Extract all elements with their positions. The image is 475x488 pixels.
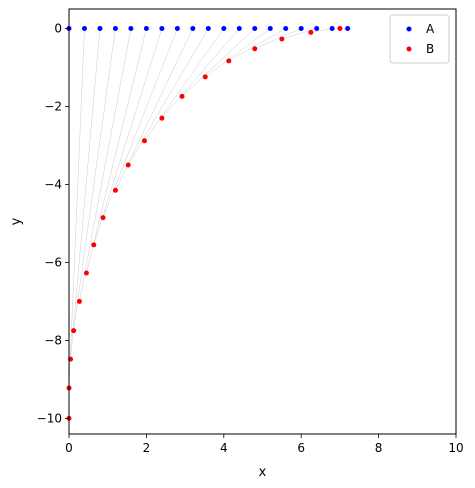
y-tick-label: 0 — [54, 21, 62, 35]
legend-label-b: B — [426, 42, 434, 56]
data-point-b — [141, 138, 147, 144]
connector-line — [86, 28, 147, 274]
connector-line — [68, 28, 85, 389]
data-point-a — [159, 25, 165, 31]
data-point-b — [159, 115, 165, 121]
data-point-a — [267, 25, 273, 31]
data-point-b — [125, 162, 131, 168]
connector-line — [181, 28, 255, 97]
connector-line — [161, 28, 240, 119]
connector-line — [228, 28, 286, 62]
connector-lines — [68, 28, 348, 419]
data-point-a — [252, 25, 258, 31]
legend-marker-a — [406, 26, 412, 32]
y-tick-label: −4 — [44, 177, 62, 191]
x-tick-label: 10 — [448, 441, 463, 455]
data-point-a — [221, 25, 227, 31]
data-point-a — [329, 25, 335, 31]
data-points — [66, 25, 351, 421]
data-point-b — [179, 93, 185, 99]
data-point-a — [143, 25, 149, 31]
y-axis-ticks: 0 −2 −4 −6 −8 −10 — [37, 21, 69, 425]
data-point-a — [174, 25, 180, 31]
connector-line — [102, 28, 178, 218]
data-point-a — [314, 25, 320, 31]
data-point-a — [97, 25, 103, 31]
y-tick-label: −10 — [37, 411, 62, 425]
connector-line — [205, 28, 271, 78]
connector-line — [144, 28, 225, 141]
connector-line — [70, 28, 101, 360]
data-point-a — [205, 25, 211, 31]
data-point-a — [236, 25, 242, 31]
x-tick-label: 4 — [220, 441, 228, 455]
data-point-b — [337, 25, 343, 31]
data-point-b — [76, 298, 82, 304]
data-point-b — [252, 46, 258, 52]
x-axis-ticks: 0 2 4 6 8 10 — [65, 434, 464, 455]
data-point-a — [112, 25, 118, 31]
connector-line — [93, 28, 163, 245]
legend-label-a: A — [426, 22, 435, 36]
y-tick-label: −6 — [44, 255, 62, 269]
plot-frame — [68, 8, 457, 435]
connector-line — [79, 28, 132, 302]
x-tick-label: 8 — [375, 441, 383, 455]
x-tick-label: 6 — [297, 441, 305, 455]
data-point-a — [81, 25, 87, 31]
data-point-a — [298, 25, 304, 31]
data-point-b — [100, 215, 106, 221]
y-tick-label: −2 — [44, 99, 62, 113]
y-axis-label: y — [9, 217, 24, 225]
data-point-b — [112, 187, 118, 193]
data-point-b — [308, 29, 314, 35]
x-tick-label: 0 — [65, 441, 73, 455]
data-point-b — [83, 270, 89, 276]
data-point-b — [71, 328, 77, 334]
data-point-a — [128, 25, 134, 31]
data-point-b — [202, 74, 208, 80]
legend: A B — [389, 14, 450, 64]
y-tick-label: −8 — [44, 333, 62, 347]
x-axis-label: x — [259, 465, 267, 480]
data-point-b — [91, 242, 97, 248]
data-point-b — [279, 36, 285, 42]
data-point-a — [190, 25, 196, 31]
connector-line — [73, 28, 116, 331]
legend-marker-b — [406, 46, 412, 52]
x-tick-label: 2 — [143, 441, 151, 455]
connector-line — [310, 28, 333, 33]
legend-box — [389, 14, 450, 64]
data-point-a — [345, 25, 351, 31]
data-point-a — [283, 25, 289, 31]
connector-line — [127, 28, 209, 166]
connector-line — [254, 28, 302, 49]
data-point-b — [226, 58, 232, 64]
